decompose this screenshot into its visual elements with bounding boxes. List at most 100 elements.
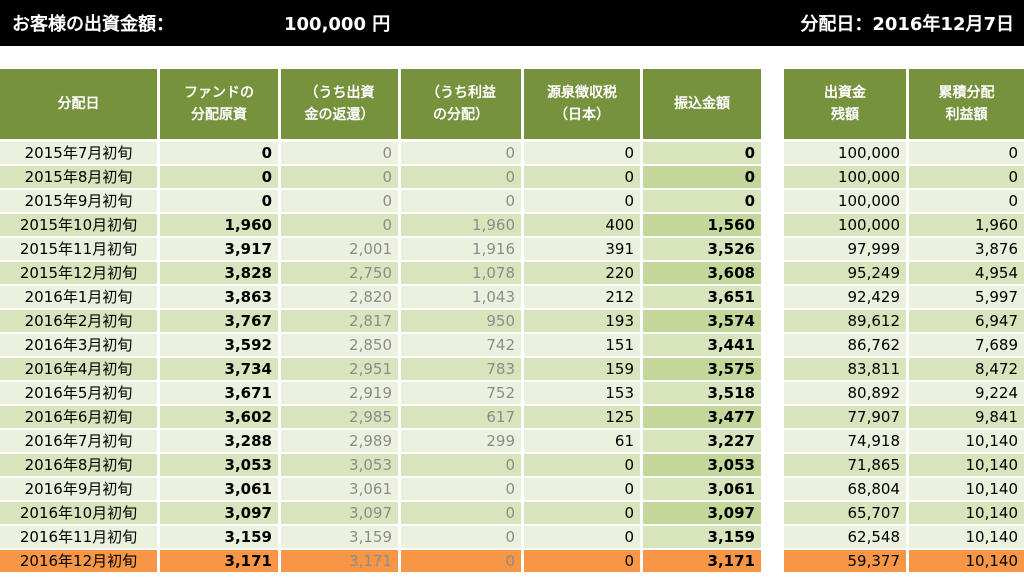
column-header-balance: 出資金 残額 <box>784 69 906 139</box>
cell-tax: 0 <box>524 166 640 188</box>
cell-profit: 0 <box>401 526 521 548</box>
cell-return: 2,985 <box>281 406 398 428</box>
cell-cumulative: 3,876 <box>909 238 1024 260</box>
cell-cumulative: 5,997 <box>909 286 1024 308</box>
cell-date: 2016年5月初旬 <box>0 382 157 404</box>
cell-balance: 100,000 <box>784 142 906 164</box>
cell-fund: 0 <box>160 190 278 212</box>
cell-transfer: 3,053 <box>643 454 761 476</box>
cell-tax: 159 <box>524 358 640 380</box>
cell-tax: 193 <box>524 310 640 332</box>
cell-tax: 0 <box>524 142 640 164</box>
cell-balance: 77,907 <box>784 406 906 428</box>
cell-balance: 74,918 <box>784 430 906 452</box>
cell-cumulative: 9,841 <box>909 406 1024 428</box>
cell-balance: 92,429 <box>784 286 906 308</box>
cell-tax: 212 <box>524 286 640 308</box>
cell-date: 2016年11月初旬 <box>0 526 157 548</box>
cell-profit: 0 <box>401 454 521 476</box>
cell-fund: 3,734 <box>160 358 278 380</box>
cell-fund: 3,917 <box>160 238 278 260</box>
cell-fund: 3,863 <box>160 286 278 308</box>
cell-return: 2,951 <box>281 358 398 380</box>
cell-fund: 3,061 <box>160 478 278 500</box>
cell-transfer: 3,061 <box>643 478 761 500</box>
cell-tax: 0 <box>524 502 640 524</box>
cell-tax: 220 <box>524 262 640 284</box>
column-header-profit: （うち利益 の分配） <box>401 69 521 139</box>
cell-fund: 3,053 <box>160 454 278 476</box>
cell-tax: 153 <box>524 382 640 404</box>
distribution-date: 分配日：2016年12月7日 <box>800 14 1014 35</box>
cell-return: 2,820 <box>281 286 398 308</box>
cell-cumulative: 10,140 <box>909 502 1024 524</box>
cell-profit: 0 <box>401 502 521 524</box>
cell-cumulative: 10,140 <box>909 478 1024 500</box>
cell-transfer: 3,097 <box>643 502 761 524</box>
cell-tax: 125 <box>524 406 640 428</box>
cell-cumulative: 10,140 <box>909 454 1024 476</box>
cell-profit: 783 <box>401 358 521 380</box>
cell-profit: 0 <box>401 190 521 212</box>
cell-transfer: 0 <box>643 190 761 212</box>
cell-transfer: 0 <box>643 166 761 188</box>
cell-profit: 1,043 <box>401 286 521 308</box>
cell-fund: 3,097 <box>160 502 278 524</box>
cell-date: 2015年10月初旬 <box>0 214 157 236</box>
cell-balance: 80,892 <box>784 382 906 404</box>
cell-date: 2015年12月初旬 <box>0 262 157 284</box>
cell-balance: 86,762 <box>784 334 906 356</box>
cell-transfer: 3,651 <box>643 286 761 308</box>
cell-cumulative: 9,224 <box>909 382 1024 404</box>
cell-cumulative: 0 <box>909 166 1024 188</box>
cell-tax: 0 <box>524 190 640 212</box>
cell-balance: 97,999 <box>784 238 906 260</box>
cell-fund: 3,288 <box>160 430 278 452</box>
cell-cumulative: 1,960 <box>909 214 1024 236</box>
cell-cumulative: 10,140 <box>909 430 1024 452</box>
cell-transfer: 3,518 <box>643 382 761 404</box>
cell-cumulative: 10,140 <box>909 550 1024 572</box>
column-header-return: （うち出資 金の返還） <box>281 69 398 139</box>
cell-date: 2015年9月初旬 <box>0 190 157 212</box>
cell-date: 2016年6月初旬 <box>0 406 157 428</box>
cell-fund: 3,159 <box>160 526 278 548</box>
column-header-fund: ファンドの 分配原資 <box>160 69 278 139</box>
cell-return: 2,850 <box>281 334 398 356</box>
cell-profit: 617 <box>401 406 521 428</box>
cell-cumulative: 8,472 <box>909 358 1024 380</box>
column-header-cumulative: 累積分配 利益額 <box>909 69 1024 139</box>
cell-return: 2,919 <box>281 382 398 404</box>
cell-tax: 400 <box>524 214 640 236</box>
cell-profit: 752 <box>401 382 521 404</box>
cell-return: 2,989 <box>281 430 398 452</box>
cell-fund: 3,592 <box>160 334 278 356</box>
cell-profit: 299 <box>401 430 521 452</box>
cell-date: 2015年11月初旬 <box>0 238 157 260</box>
cell-return: 0 <box>281 142 398 164</box>
cell-fund: 3,671 <box>160 382 278 404</box>
column-header-transfer: 振込金額 <box>643 69 761 139</box>
cell-return: 3,159 <box>281 526 398 548</box>
cell-return: 3,097 <box>281 502 398 524</box>
cell-return: 2,817 <box>281 310 398 332</box>
cell-profit: 742 <box>401 334 521 356</box>
cell-tax: 391 <box>524 238 640 260</box>
cell-balance: 100,000 <box>784 166 906 188</box>
investment-label: お客様の出資金額： <box>12 14 174 35</box>
cell-balance: 65,707 <box>784 502 906 524</box>
cell-return: 2,750 <box>281 262 398 284</box>
cell-tax: 0 <box>524 454 640 476</box>
cell-date: 2016年7月初旬 <box>0 430 157 452</box>
cell-tax: 0 <box>524 550 640 572</box>
cell-fund: 3,171 <box>160 550 278 572</box>
cell-return: 3,053 <box>281 454 398 476</box>
cell-cumulative: 7,689 <box>909 334 1024 356</box>
column-header-tax: 源泉徴収税 （日本） <box>524 69 640 139</box>
summary-bar: お客様の出資金額： 100,000 円 分配日：2016年12月7日 <box>0 0 1024 46</box>
cell-fund: 3,767 <box>160 310 278 332</box>
cell-profit: 1,078 <box>401 262 521 284</box>
cell-return: 0 <box>281 214 398 236</box>
cell-balance: 100,000 <box>784 190 906 212</box>
cell-profit: 0 <box>401 166 521 188</box>
